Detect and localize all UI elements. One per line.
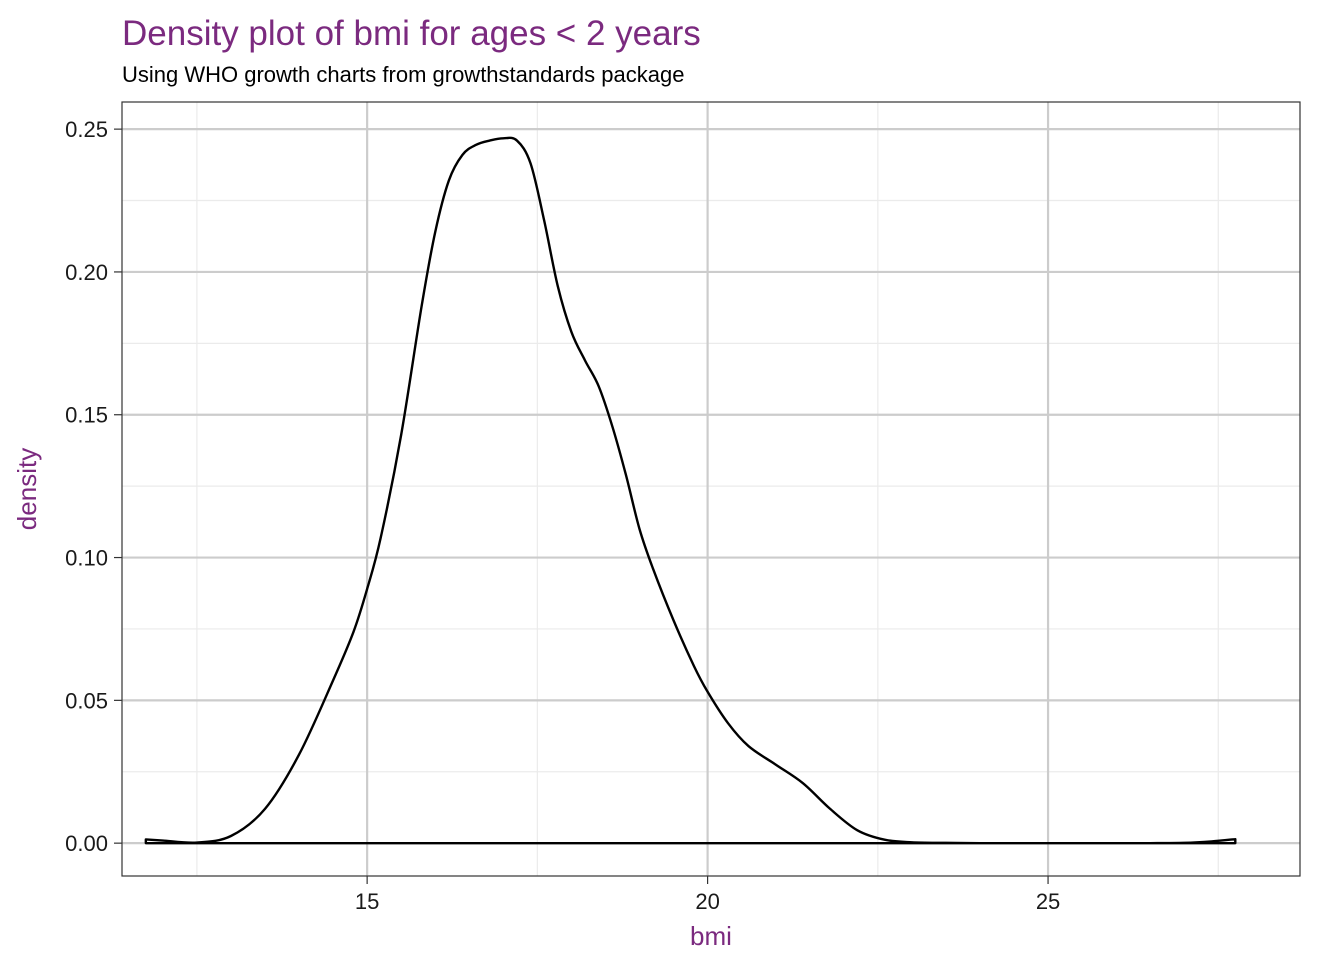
panel-border [121, 101, 1301, 877]
plot-panel [121, 101, 1301, 877]
y-axis-title: density [12, 448, 42, 530]
y-tick-label: 0.05 [65, 688, 108, 713]
chart-title: Density plot of bmi for ages < 2 years [122, 14, 701, 53]
panel-background [122, 102, 1300, 876]
density-curve [144, 136, 1237, 845]
y-axis-ticks: 0.00 0.05 0.10 0.15 0.20 0.25 [65, 117, 122, 856]
x-tick-label: 20 [695, 889, 719, 914]
x-tick-label: 25 [1036, 889, 1060, 914]
x-axis-title: bmi [690, 921, 732, 951]
y-tick-label: 0.20 [65, 260, 108, 285]
y-tick-label: 0.15 [65, 403, 108, 428]
minor-gridlines [122, 102, 1300, 876]
y-tick-label: 0.10 [65, 546, 108, 571]
chart-subtitle: Using WHO growth charts from growthstand… [122, 62, 684, 87]
x-axis-ticks: 15 20 25 [355, 876, 1060, 914]
x-tick-label: 15 [355, 889, 379, 914]
y-tick-label: 0.00 [65, 831, 108, 856]
y-tick-label: 0.25 [65, 117, 108, 142]
